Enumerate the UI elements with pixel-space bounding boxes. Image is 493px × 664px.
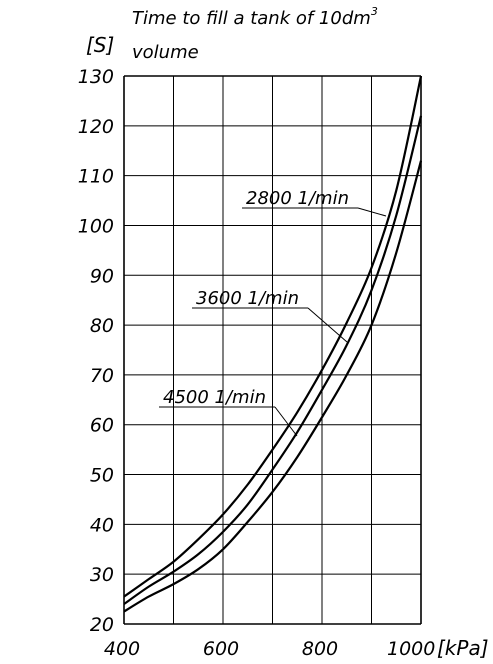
chart-title-line2: volume: [132, 42, 199, 63]
label-leader: [307, 307, 348, 343]
x-tick-label: 1000: [387, 638, 435, 660]
y-axis-unit-label: [S]: [86, 33, 114, 57]
series-label-1: 2800 1/min: [246, 188, 349, 209]
chart-title-superscript: 3: [371, 5, 378, 18]
series-line-2: [123, 115, 423, 605]
y-tick-label: 50: [90, 465, 114, 487]
x-tick-label: 800: [302, 638, 338, 660]
label-leader-lines: [159, 207, 387, 437]
y-tick-label: 60: [90, 415, 114, 437]
x-tick-label: 600: [203, 638, 239, 660]
chart-title-line1: Time to fill a tank of 10dm3: [132, 5, 378, 29]
y-tick-label: 130: [78, 66, 114, 88]
series-labels: 2800 1/min 3600 1/min 4500 1/min: [163, 188, 349, 408]
y-tick-labels: 20 30 40 50 60 70 80 90 100 110 120 130: [78, 66, 114, 636]
series-line-3: [123, 160, 423, 613]
y-tick-label: 70: [90, 365, 114, 387]
x-tick-labels: 400 600 800 1000: [104, 638, 435, 660]
series-line-1: [123, 75, 423, 598]
y-tick-label: 120: [78, 116, 114, 138]
y-tick-label: 100: [78, 215, 114, 237]
y-tick-label: 80: [90, 315, 114, 337]
label-leader: [274, 406, 298, 437]
y-tick-label: 30: [90, 564, 114, 586]
label-leader: [357, 207, 387, 217]
y-tick-label: 40: [90, 514, 114, 536]
y-tick-label: 110: [78, 166, 114, 188]
x-tick-label: 400: [104, 638, 140, 660]
x-axis-unit-label: [kPa]: [437, 636, 489, 660]
series-curves: [123, 75, 423, 613]
series-label-2: 3600 1/min: [196, 288, 299, 309]
y-tick-label: 90: [90, 265, 114, 287]
series-label-3: 4500 1/min: [163, 387, 266, 408]
grid-lines: [123, 75, 422, 625]
y-tick-label: 20: [90, 614, 114, 636]
